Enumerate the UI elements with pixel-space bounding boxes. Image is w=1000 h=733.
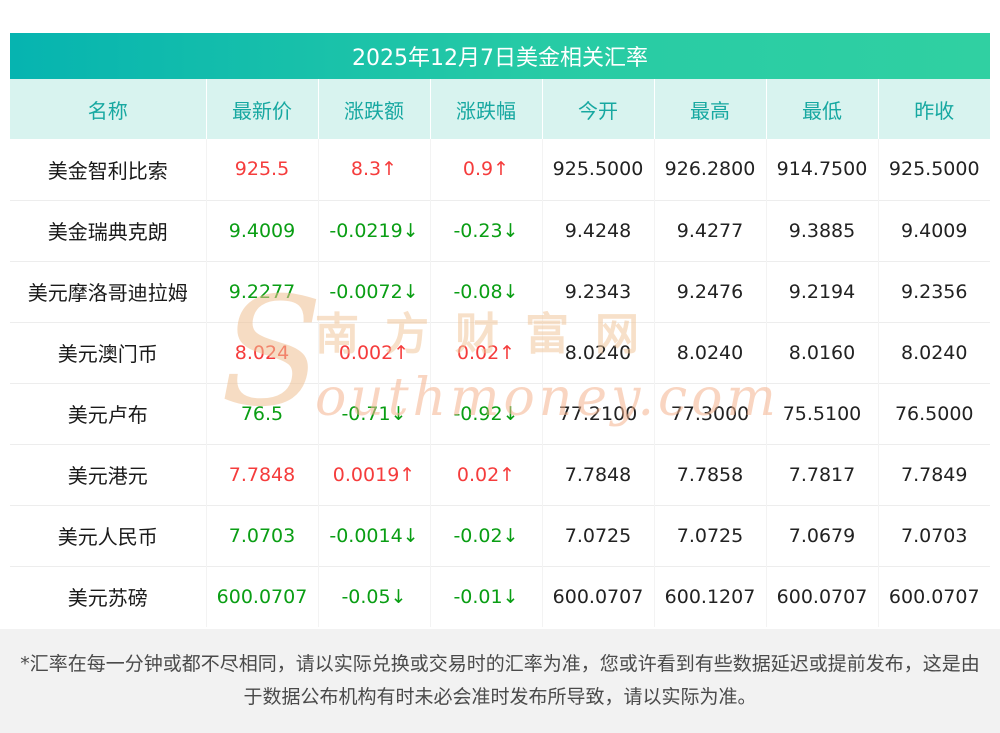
cell-name: 美元人民币 <box>10 504 206 566</box>
cell-name: 美金瑞典克朗 <box>10 199 206 261</box>
cell-low: 75.5100 <box>765 382 878 444</box>
cell-open: 7.0725 <box>541 504 654 566</box>
table-row: 美元卢布 76.5 -0.71↓ -0.92↓ 77.2100 77.3000 75.510… <box>10 382 990 444</box>
column-header-7: 昨收 <box>877 79 990 139</box>
table-row: 美金瑞典克朗 9.4009 -0.0219↓ -0.23↓ 9.4248 9.4277 9.… <box>10 199 990 261</box>
cell-name: 美金智利比索 <box>47 158 168 183</box>
cell-high: 7.0725 <box>653 504 766 566</box>
cell-latest: 76.5 <box>205 382 318 444</box>
column-header-0: 名称 <box>10 79 206 139</box>
cell-open: 925.5000 <box>541 139 654 200</box>
cell-open: 9.4248 <box>541 199 654 261</box>
cell-latest: 8.024 <box>205 321 318 383</box>
cell-low: 9.3885 <box>765 199 878 261</box>
table-row: 美元澳门币 8.024 0.002↑ 0.02↑ 8.0240 8.0240 8.0160 8… <box>10 321 990 383</box>
cell-prev_close: 7.0703 <box>877 504 990 566</box>
cell-open: 8.0240 <box>541 321 654 383</box>
cell-change: 0.0019↑ <box>317 443 430 505</box>
table-title: 2025年12月7日美金相关汇率 <box>352 46 648 71</box>
cell-latest: 9.4009 <box>205 199 318 261</box>
cell-name: 美元港元 <box>10 443 206 505</box>
cell-low: 9.2194 <box>765 260 878 322</box>
cell-name: 美元卢布 <box>10 382 206 444</box>
cell-name: 美元摩洛哥迪拉姆 <box>10 260 206 322</box>
cell-low: 600.0707 <box>765 565 878 627</box>
cell-prev_close: 76.5000 <box>877 382 990 444</box>
table-row: 美元人民币 7.0703 -0.0014↓ -0.02↓ 7.0725 7.0725 7.0… <box>10 504 990 566</box>
cell-latest: 600.0707 <box>205 565 318 627</box>
cell-latest: 925.5 <box>205 139 318 200</box>
cell-change: 8.3↑ <box>317 139 430 200</box>
table-row: 美元摩洛哥迪拉姆 9.2277 -0.0072↓ -0.08↓ 9.2343 9.2476… <box>10 260 990 322</box>
footnote-area: *汇率在每一分钟或都不尽相同，请以实际兑换或交易时的汇率为准，您或许看到有些数据… <box>0 629 1000 733</box>
cell-latest: 9.2277 <box>205 260 318 322</box>
cell-high: 926.2800 <box>653 139 766 200</box>
cell-percent: -0.08↓ <box>429 260 542 322</box>
footnote-text: *汇率在每一分钟或都不尽相同，请以实际兑换或交易时的汇率为准，您或许看到有些数据… <box>20 652 980 708</box>
column-header-5: 最高 <box>653 79 766 139</box>
cell-percent: -0.02↓ <box>429 504 542 566</box>
column-header-1: 最新价 <box>205 79 318 139</box>
cell-prev_close: 7.7849 <box>877 443 990 505</box>
table-row: 美金智利比索 925.5 8.3↑ 0.9↑ 925.5000 926.2800 914.7… <box>10 139 990 200</box>
cell-open: 77.2100 <box>541 382 654 444</box>
cell-change: 0.002↑ <box>317 321 430 383</box>
table-row: 美元苏磅 600.0707 -0.05↓ -0.01↓ 600.0707 600.1207… <box>10 565 990 627</box>
cell-low: 8.0160 <box>765 321 878 383</box>
cell-open: 9.2343 <box>541 260 654 322</box>
cell-prev_close: 600.0707 <box>877 565 990 627</box>
cell-name: 美元苏磅 <box>10 565 206 627</box>
cell-prev_close: 9.4009 <box>877 199 990 261</box>
cell-latest: 7.7848 <box>205 443 318 505</box>
cell-high: 77.3000 <box>653 382 766 444</box>
cell-low: 914.7500 <box>765 139 878 200</box>
cell-change: -0.0219↓ <box>317 199 430 261</box>
cell-percent: 0.9↑ <box>429 139 542 200</box>
cell-low: 7.0679 <box>765 504 878 566</box>
cell-change: -0.0014↓ <box>317 504 430 566</box>
cell-name: 美元澳门币 <box>10 321 206 383</box>
exchange-rates-table: 名称 最新价 涨跌额 涨跌幅 今开 最高 最低 昨收 美金智利比索 925.5 8.3↑ 0.9↑ 9… <box>10 79 990 627</box>
cell-high: 9.2476 <box>653 260 766 322</box>
cell-high: 7.7858 <box>653 443 766 505</box>
cell-percent: -0.01↓ <box>429 565 542 627</box>
column-header-4: 今开 <box>541 79 654 139</box>
cell-latest: 7.0703 <box>205 504 318 566</box>
cell-percent: -0.23↓ <box>429 199 542 261</box>
table-title-bar: 2025年12月7日美金相关汇率 <box>10 33 990 79</box>
cell-change: -0.05↓ <box>317 565 430 627</box>
table-row: 美元港元 7.7848 0.0019↑ 0.02↑ 7.7848 7.7858 7.7817… <box>10 443 990 505</box>
cell-high: 8.0240 <box>653 321 766 383</box>
column-header-6: 最低 <box>765 79 878 139</box>
cell-open: 7.7848 <box>541 443 654 505</box>
column-header-2: 涨跌额 <box>317 79 430 139</box>
cell-percent: -0.92↓ <box>429 382 542 444</box>
column-header-3: 涨跌幅 <box>429 79 542 139</box>
column-header-row: 名称 最新价 涨跌额 涨跌幅 今开 最高 最低 昨收 <box>10 79 990 139</box>
cell-change: -0.0072↓ <box>317 260 430 322</box>
cell-high: 9.4277 <box>653 199 766 261</box>
cell-prev_close: 925.5000 <box>877 139 990 200</box>
cell-change: -0.71↓ <box>317 382 430 444</box>
cell-high: 600.1207 <box>653 565 766 627</box>
cell-open: 600.0707 <box>541 565 654 627</box>
cell-percent: 0.02↑ <box>429 443 542 505</box>
cell-percent: 0.02↑ <box>429 321 542 383</box>
cell-prev_close: 8.0240 <box>877 321 990 383</box>
cell-low: 7.7817 <box>765 443 878 505</box>
cell-prev_close: 9.2356 <box>877 260 990 322</box>
